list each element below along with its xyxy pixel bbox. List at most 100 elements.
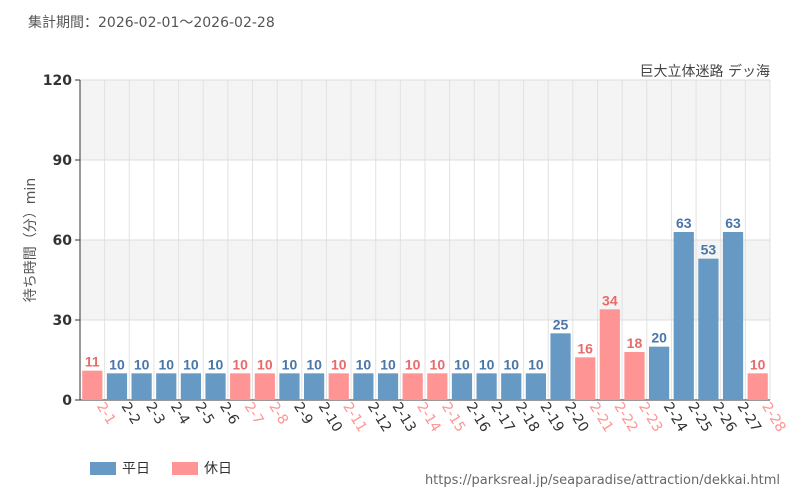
bar bbox=[180, 373, 201, 400]
period-label: 集計期間：2026-02-01～2026-02-28 bbox=[28, 15, 275, 31]
bar-value-label: 63 bbox=[676, 215, 692, 231]
x-tick-label: 2-25 bbox=[684, 400, 714, 435]
bar-value-label: 10 bbox=[306, 356, 322, 372]
x-tick-label: 2-24 bbox=[660, 400, 690, 436]
bar bbox=[501, 373, 522, 400]
x-tick-label: 2-23 bbox=[635, 400, 665, 435]
x-tick-label: 2-2 bbox=[118, 400, 144, 428]
x-tick-label: 2-28 bbox=[758, 400, 788, 435]
bar bbox=[550, 333, 571, 400]
legend-swatch-holiday bbox=[172, 461, 198, 475]
bar bbox=[427, 373, 448, 400]
bar bbox=[279, 373, 300, 400]
bar-value-label: 10 bbox=[282, 356, 298, 372]
bar-value-label: 10 bbox=[528, 356, 544, 372]
bar bbox=[106, 373, 128, 400]
y-tick-label: 30 bbox=[53, 313, 73, 329]
x-tick-label: 2-15 bbox=[438, 400, 468, 435]
bar-value-label: 63 bbox=[725, 215, 741, 231]
bar bbox=[328, 373, 349, 400]
x-tick-label: 2-27 bbox=[734, 400, 764, 435]
bar bbox=[131, 373, 152, 400]
bar-value-label: 10 bbox=[750, 356, 766, 372]
bar-value-label: 34 bbox=[602, 292, 618, 308]
bar-value-label: 10 bbox=[430, 356, 446, 372]
x-tick-label: 2-21 bbox=[586, 400, 616, 435]
bar bbox=[254, 373, 275, 400]
bar bbox=[575, 357, 596, 400]
x-tick-label: 2-9 bbox=[290, 400, 316, 428]
x-tick-label: 2-12 bbox=[364, 400, 394, 435]
x-tick-label: 2-4 bbox=[167, 400, 193, 428]
x-tick-label: 2-16 bbox=[463, 400, 493, 436]
legend-swatch-weekday bbox=[90, 461, 116, 475]
bar-value-label: 10 bbox=[158, 356, 174, 372]
bar-value-label: 18 bbox=[627, 335, 643, 351]
bar bbox=[722, 232, 744, 400]
x-tick-label: 2-5 bbox=[192, 400, 218, 428]
x-tick-label: 2-22 bbox=[610, 400, 640, 435]
x-tick-label: 2-10 bbox=[315, 400, 345, 435]
x-tick-label: 2-14 bbox=[413, 400, 443, 436]
x-tick-label: 2-3 bbox=[142, 400, 168, 428]
bar bbox=[230, 373, 251, 400]
bar bbox=[599, 309, 620, 400]
bar bbox=[673, 232, 694, 400]
bar-value-label: 10 bbox=[183, 356, 199, 372]
bar bbox=[525, 373, 546, 400]
bar bbox=[451, 373, 473, 400]
x-tick-label: 2-18 bbox=[512, 400, 542, 435]
bar bbox=[698, 258, 719, 400]
bar-value-label: 16 bbox=[577, 340, 593, 356]
bar-value-label: 10 bbox=[134, 356, 150, 372]
y-tick-label: 0 bbox=[62, 393, 72, 409]
x-tick-label: 2-17 bbox=[487, 400, 517, 435]
bar bbox=[747, 373, 768, 400]
bar-value-label: 10 bbox=[405, 356, 421, 372]
x-tick-label: 2-6 bbox=[216, 400, 242, 428]
bar bbox=[649, 346, 670, 400]
bar-value-label: 20 bbox=[651, 330, 667, 346]
x-tick-label: 2-13 bbox=[389, 400, 419, 435]
bar-value-label: 53 bbox=[701, 242, 717, 258]
x-tick-label: 2-11 bbox=[339, 400, 369, 435]
bar-value-label: 10 bbox=[356, 356, 372, 372]
bar-value-label: 11 bbox=[85, 354, 100, 370]
bar bbox=[402, 373, 423, 400]
bar-value-label: 10 bbox=[503, 356, 519, 372]
legend: 平日 休日 bbox=[90, 458, 254, 478]
bar-value-label: 10 bbox=[208, 356, 224, 372]
legend-item-holiday: 休日 bbox=[172, 458, 232, 478]
source-url[interactable]: https://parksreal.jp/seaparadise/attract… bbox=[424, 473, 780, 488]
x-tick-label: 2-20 bbox=[561, 400, 591, 435]
bar-value-label: 10 bbox=[109, 356, 125, 372]
bar-value-label: 10 bbox=[380, 356, 396, 372]
y-tick-label: 120 bbox=[43, 73, 72, 89]
bar bbox=[156, 373, 177, 400]
y-tick-label: 90 bbox=[53, 153, 73, 169]
legend-item-weekday: 平日 bbox=[90, 458, 150, 478]
legend-label-holiday: 休日 bbox=[204, 461, 232, 477]
x-tick-label: 2-7 bbox=[241, 400, 267, 428]
bar-value-label: 25 bbox=[553, 316, 569, 332]
bar bbox=[82, 370, 103, 400]
bar-value-label: 10 bbox=[454, 356, 470, 372]
x-tick-label: 2-1 bbox=[93, 400, 119, 428]
bar bbox=[304, 373, 325, 400]
bar-value-label: 10 bbox=[257, 356, 273, 372]
chart-title: 巨大立体迷路 デッ海 bbox=[639, 64, 770, 80]
bar bbox=[205, 373, 226, 400]
bar bbox=[624, 352, 645, 400]
bar-value-label: 10 bbox=[232, 356, 248, 372]
bar-value-label: 10 bbox=[331, 356, 347, 372]
bar bbox=[353, 373, 374, 400]
bar bbox=[476, 373, 497, 400]
x-tick-label: 2-26 bbox=[709, 400, 739, 436]
bar-value-label: 10 bbox=[479, 356, 495, 372]
bar bbox=[377, 373, 399, 400]
y-tick-label: 60 bbox=[53, 233, 73, 249]
x-tick-label: 2-8 bbox=[265, 400, 291, 428]
x-tick-label: 2-19 bbox=[537, 400, 567, 435]
legend-label-weekday: 平日 bbox=[122, 461, 150, 477]
